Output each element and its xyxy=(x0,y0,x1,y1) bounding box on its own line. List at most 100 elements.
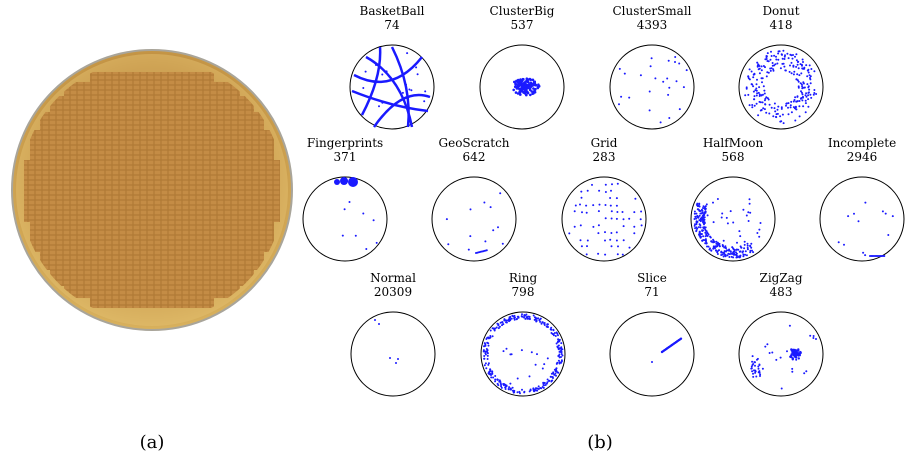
class-name: ClusterSmall xyxy=(613,4,692,18)
class-name: HalfMoon xyxy=(703,136,764,150)
wafer-outline xyxy=(690,176,776,262)
defect xyxy=(558,361,561,364)
defect xyxy=(724,246,727,249)
defect xyxy=(790,353,793,356)
defect xyxy=(487,344,490,347)
defect xyxy=(801,99,804,102)
defect xyxy=(795,356,798,359)
defect xyxy=(743,243,746,246)
defect xyxy=(487,336,490,339)
defect xyxy=(751,104,754,106)
defect xyxy=(715,240,718,243)
defect xyxy=(510,353,513,356)
defect xyxy=(803,67,806,70)
scratch xyxy=(372,93,431,128)
defect xyxy=(484,353,487,356)
class-count: 537 xyxy=(511,18,534,32)
defect xyxy=(787,106,789,109)
defect xyxy=(745,87,748,90)
defect xyxy=(792,54,794,56)
defect xyxy=(615,231,618,234)
defect-dots xyxy=(651,337,683,363)
defect xyxy=(794,55,796,58)
defect xyxy=(775,115,777,118)
defect xyxy=(754,364,756,367)
defect xyxy=(735,248,738,251)
defect xyxy=(763,108,766,111)
defect xyxy=(517,84,521,88)
defect xyxy=(365,248,368,250)
defect xyxy=(505,347,508,350)
defect xyxy=(497,324,500,327)
defect xyxy=(765,75,768,78)
defect xyxy=(768,112,771,115)
defect xyxy=(729,250,732,253)
defect xyxy=(628,246,631,249)
defect xyxy=(506,319,509,322)
class-name: Grid xyxy=(591,136,618,150)
defect xyxy=(528,77,532,81)
defect xyxy=(693,218,696,220)
defect xyxy=(334,179,340,185)
defect xyxy=(697,208,700,211)
defect xyxy=(586,239,589,242)
defect xyxy=(623,72,626,75)
defect xyxy=(487,362,490,365)
defect xyxy=(765,56,768,59)
defect xyxy=(728,249,731,252)
defect xyxy=(555,362,558,365)
defect xyxy=(573,225,576,228)
defect xyxy=(760,69,763,72)
defect xyxy=(486,352,489,355)
defect xyxy=(853,212,855,215)
defect xyxy=(712,201,714,204)
defect-dots xyxy=(568,182,643,256)
defect xyxy=(580,245,583,248)
defect xyxy=(742,255,745,258)
defect xyxy=(766,71,769,74)
defect xyxy=(761,367,764,370)
defect xyxy=(654,77,657,80)
defect xyxy=(516,391,519,394)
defect xyxy=(703,216,706,219)
scratch xyxy=(351,89,429,113)
defect xyxy=(487,372,490,375)
defect xyxy=(401,91,404,94)
defect xyxy=(795,354,798,357)
defect xyxy=(864,201,867,204)
defect xyxy=(534,363,537,366)
defect xyxy=(585,211,588,214)
defect xyxy=(770,50,772,53)
defect xyxy=(541,367,544,370)
defect xyxy=(862,251,865,254)
defect xyxy=(405,96,407,99)
scratch xyxy=(360,46,382,116)
defect xyxy=(702,226,705,229)
defect xyxy=(776,112,779,115)
defect xyxy=(767,71,770,74)
defect xyxy=(804,102,807,105)
defect xyxy=(541,321,544,324)
defect xyxy=(807,71,810,74)
defect xyxy=(732,256,735,259)
defect xyxy=(557,371,560,374)
defect xyxy=(805,92,808,95)
defect xyxy=(525,93,528,97)
defect-dots xyxy=(374,319,399,364)
defect xyxy=(766,52,769,55)
defect xyxy=(558,340,561,343)
class-count: 71 xyxy=(644,285,659,299)
defect xyxy=(754,370,757,373)
defect xyxy=(812,335,815,337)
defect xyxy=(742,208,745,211)
defect xyxy=(795,78,798,81)
defect xyxy=(604,183,607,186)
defect xyxy=(751,106,754,109)
defect xyxy=(773,64,776,67)
defect xyxy=(640,224,643,227)
defect xyxy=(528,315,531,318)
defect xyxy=(800,72,803,75)
defect xyxy=(525,316,528,319)
defect xyxy=(615,197,618,200)
defect xyxy=(801,87,804,90)
